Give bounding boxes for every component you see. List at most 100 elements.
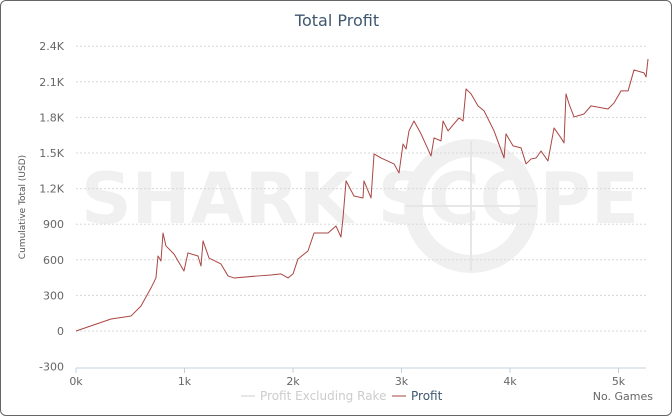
- data-point[interactable]: [279, 272, 282, 275]
- data-point[interactable]: [154, 276, 157, 279]
- data-point[interactable]: [447, 129, 450, 132]
- data-point[interactable]: [296, 257, 299, 260]
- chart-title: Total Profit: [294, 11, 379, 30]
- data-point[interactable]: [420, 132, 423, 135]
- data-point[interactable]: [256, 274, 259, 277]
- data-point[interactable]: [412, 119, 415, 122]
- data-point[interactable]: [402, 142, 405, 145]
- data-point[interactable]: [398, 171, 401, 174]
- data-point[interactable]: [149, 287, 152, 290]
- data-point[interactable]: [370, 196, 373, 199]
- data-point[interactable]: [186, 251, 189, 254]
- data-point[interactable]: [232, 276, 235, 279]
- data-point[interactable]: [504, 132, 507, 135]
- data-point[interactable]: [164, 244, 167, 247]
- data-point[interactable]: [613, 101, 616, 104]
- data-point[interactable]: [458, 116, 461, 119]
- x-tick-label: 0k: [69, 375, 83, 388]
- data-point[interactable]: [292, 272, 295, 275]
- data-point[interactable]: [627, 89, 630, 92]
- data-point[interactable]: [306, 250, 309, 253]
- data-point[interactable]: [439, 139, 442, 142]
- data-point[interactable]: [633, 68, 636, 71]
- data-point[interactable]: [159, 259, 162, 262]
- data-point[interactable]: [520, 146, 523, 149]
- data-point[interactable]: [483, 109, 486, 112]
- legend-item-profit-excluding-rake[interactable]: Profit Excluding Rake: [241, 389, 386, 403]
- data-point[interactable]: [619, 89, 622, 92]
- data-point[interactable]: [196, 255, 199, 258]
- legend-item-profit[interactable]: Profit: [392, 389, 443, 403]
- data-point[interactable]: [642, 71, 645, 74]
- data-point[interactable]: [564, 92, 567, 95]
- data-point[interactable]: [362, 179, 365, 182]
- data-point[interactable]: [393, 162, 396, 165]
- y-tick-label: 900: [43, 218, 64, 231]
- data-point[interactable]: [130, 315, 133, 318]
- data-point[interactable]: [525, 162, 528, 165]
- data-point[interactable]: [540, 149, 543, 152]
- data-point[interactable]: [590, 104, 593, 107]
- data-point[interactable]: [405, 147, 408, 150]
- x-tick-label: 1k: [178, 375, 192, 388]
- data-point[interactable]: [334, 224, 337, 227]
- data-point[interactable]: [442, 119, 445, 122]
- series-line-profit[interactable]: [75, 58, 649, 332]
- data-point[interactable]: [339, 236, 342, 239]
- x-tick-label: 2k: [286, 375, 300, 388]
- data-point[interactable]: [157, 255, 160, 258]
- watermark: SHARK SCOPE: [81, 158, 639, 240]
- data-point[interactable]: [530, 157, 533, 160]
- data-point[interactable]: [553, 126, 556, 129]
- data-point[interactable]: [582, 112, 585, 115]
- data-point[interactable]: [476, 104, 479, 107]
- y-tick-label: 1.8K: [39, 111, 64, 124]
- data-point[interactable]: [535, 156, 538, 159]
- data-point[interactable]: [342, 216, 345, 219]
- data-point[interactable]: [563, 141, 566, 144]
- data-point[interactable]: [407, 129, 410, 132]
- data-point[interactable]: [503, 156, 506, 159]
- data-point[interactable]: [470, 92, 473, 95]
- data-point[interactable]: [645, 75, 648, 78]
- data-point[interactable]: [227, 274, 230, 277]
- data-point[interactable]: [182, 269, 185, 272]
- data-point[interactable]: [546, 159, 549, 162]
- data-point[interactable]: [162, 231, 165, 234]
- data-point[interactable]: [139, 304, 142, 307]
- data-point[interactable]: [199, 264, 202, 267]
- x-axis-label: No. Games: [593, 390, 654, 403]
- y-tick-label: 600: [43, 254, 64, 267]
- data-point[interactable]: [433, 136, 436, 139]
- data-point[interactable]: [75, 330, 78, 333]
- x-tick-label: 5k: [612, 375, 626, 388]
- data-point[interactable]: [465, 87, 468, 90]
- data-point[interactable]: [219, 262, 222, 265]
- watermark-scope-icon: [404, 139, 538, 273]
- data-point[interactable]: [430, 154, 433, 157]
- data-point[interactable]: [269, 273, 272, 276]
- data-point[interactable]: [110, 318, 113, 321]
- data-point[interactable]: [373, 152, 376, 155]
- data-point[interactable]: [606, 107, 609, 110]
- data-point[interactable]: [573, 115, 576, 118]
- data-point[interactable]: [327, 231, 330, 234]
- data-point[interactable]: [313, 231, 316, 234]
- data-point[interactable]: [361, 196, 364, 199]
- data-point[interactable]: [172, 252, 175, 255]
- data-point[interactable]: [559, 136, 562, 139]
- data-point[interactable]: [379, 156, 382, 159]
- data-point[interactable]: [647, 57, 650, 60]
- data-point[interactable]: [208, 257, 211, 260]
- data-point[interactable]: [512, 144, 515, 147]
- data-point[interactable]: [462, 119, 465, 122]
- data-point[interactable]: [202, 239, 205, 242]
- data-point[interactable]: [287, 276, 290, 279]
- y-tick-label: 2.4K: [39, 40, 64, 53]
- data-point[interactable]: [493, 129, 496, 132]
- data-point[interactable]: [352, 194, 355, 197]
- data-point[interactable]: [568, 102, 571, 105]
- data-point[interactable]: [345, 179, 348, 182]
